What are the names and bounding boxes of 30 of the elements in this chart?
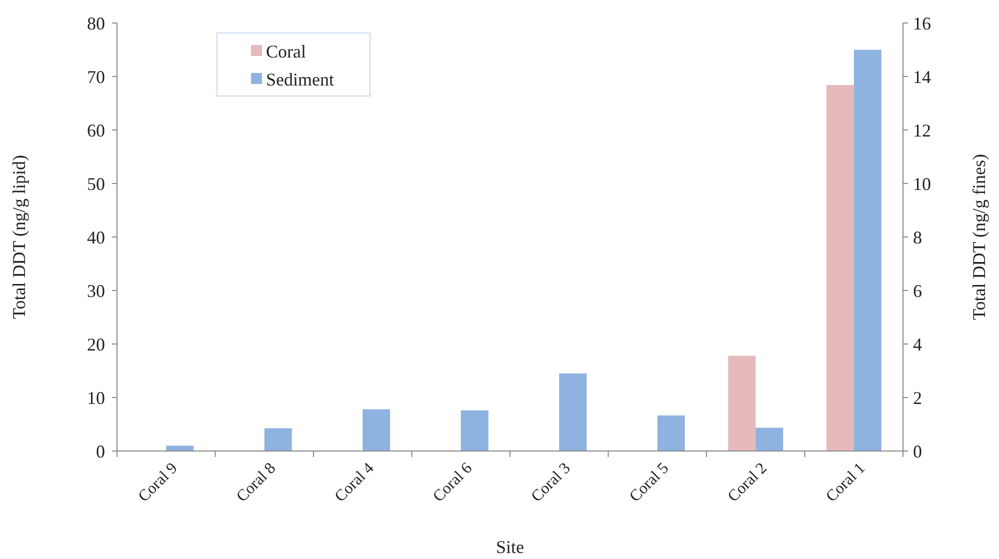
bar (756, 428, 784, 451)
y2-tick-label: 14 (913, 66, 931, 87)
y2-tick-label: 4 (913, 334, 922, 354)
y2-tick-label: 0 (913, 441, 922, 462)
bar (362, 409, 390, 451)
y-tick-label: 40 (87, 227, 105, 248)
legend-label: Sediment (266, 69, 334, 90)
y2-tick-label: 16 (913, 13, 931, 34)
y-tick-label: 10 (87, 388, 105, 408)
y-axis-title: Total DDT (ng/g lipid) (9, 155, 29, 319)
y-tick-label: 20 (87, 334, 105, 354)
y2-tick-label: 8 (913, 227, 922, 248)
y2-tick-label: 6 (913, 280, 922, 301)
y-tick-label: 70 (87, 66, 105, 87)
y-tick-label: 50 (87, 174, 105, 194)
bar (166, 446, 194, 451)
legend-label: Coral (266, 41, 306, 62)
y2-axis-title: Total DDT (ng/g fines) (969, 154, 989, 320)
y-tick-label: 0 (96, 441, 105, 462)
y-tick-label: 60 (87, 120, 105, 140)
y-tick-label: 30 (87, 280, 105, 301)
y-tick-label: 80 (87, 13, 105, 34)
bar (264, 428, 292, 451)
y2-tick-label: 2 (913, 388, 922, 408)
bar (657, 415, 685, 451)
y2-tick-label: 10 (913, 174, 931, 194)
bar (559, 373, 587, 451)
x-axis-title: Site (496, 537, 524, 557)
y2-tick-label: 12 (913, 120, 931, 140)
bar (460, 410, 488, 451)
